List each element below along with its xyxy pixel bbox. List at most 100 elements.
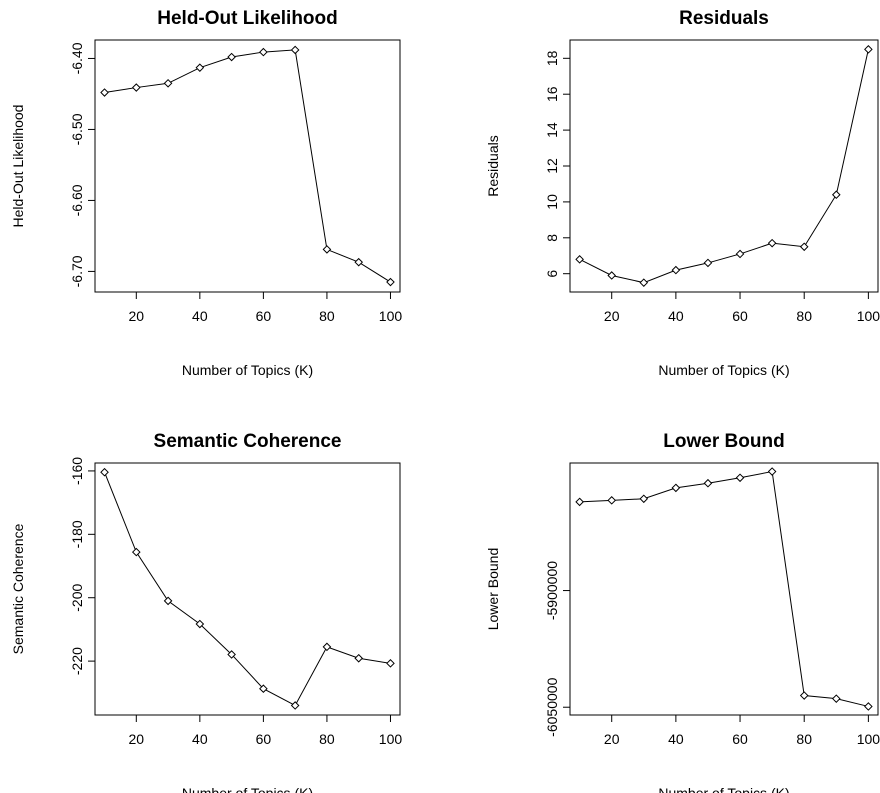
semantic-coherence-y-tick-label: -180 [69, 520, 85, 548]
residuals-data-point [607, 271, 617, 280]
residuals-y-tick-label: 6 [544, 270, 560, 278]
residuals-x-tick-label: 20 [604, 308, 620, 324]
semantic-coherence-data-point [386, 659, 395, 668]
held-out-likelihood-panel: Held-Out Likelihood 20 40 60 80 100 -6.40 -6.50… [10, 8, 402, 378]
semantic-coherence-plot-frame [94, 462, 401, 716]
held-out-likelihood-data-point [227, 52, 236, 62]
residuals-y-axis-label: Residuals [485, 135, 501, 196]
semantic-coherence-y-axis-label: Semantic Coherence [10, 523, 26, 654]
semantic-coherence-x-axis-label: Number of Topics (K) [182, 785, 313, 793]
lower-bound-x-tick-label: 60 [732, 731, 748, 747]
semantic-coherence-data-point [131, 547, 141, 557]
semantic-coherence-title: Semantic Coherence [154, 431, 342, 452]
residuals-x-tick-label: 60 [732, 308, 748, 324]
held-out-likelihood-x-axis-label: Number of Topics (K) [182, 362, 313, 378]
residuals-x-tick-label: 80 [796, 308, 812, 324]
residuals-y-tick-label: 18 [544, 50, 560, 66]
semantic-coherence-data-point [163, 596, 173, 606]
residuals-data-point [831, 190, 841, 200]
residuals-data-point [767, 238, 777, 248]
held-out-likelihood-x-tick-label: 80 [319, 308, 335, 324]
semantic-coherence-series-line [104, 472, 391, 707]
residuals-x-tick-label: 100 [857, 308, 880, 324]
lower-bound-data-point [799, 691, 809, 700]
held-out-likelihood-y-tick-label: -6.60 [69, 184, 85, 216]
held-out-likelihood-y-tick-label: -6.70 [69, 255, 85, 287]
residuals-y-tick-label: 10 [544, 194, 560, 210]
held-out-likelihood-data-point [290, 45, 300, 55]
residuals-y-tick-label: 12 [544, 158, 560, 174]
semantic-coherence-y-tick-label: -220 [69, 647, 85, 675]
lower-bound-x-tick-label: 80 [796, 731, 812, 747]
lower-bound-data-point [831, 694, 841, 703]
lower-bound-title: Lower Bound [663, 431, 784, 452]
held-out-likelihood-y-tick-label: -6.40 [69, 42, 85, 74]
lower-bound-data-point [639, 494, 649, 504]
lower-bound-data-point [703, 478, 713, 488]
held-out-likelihood-data-point [163, 78, 173, 88]
semantic-coherence-x-tick-label: 60 [256, 731, 272, 747]
lower-bound-data-point [671, 483, 681, 493]
held-out-likelihood-x-tick-label: 60 [256, 308, 272, 324]
semantic-coherence-y-tick-label: -200 [69, 583, 85, 611]
held-out-likelihood-x-tick-label: 40 [192, 308, 208, 324]
residuals-series-line [579, 49, 869, 284]
lower-bound-panel: Lower Bound 20 40 60 80 100 -5900000 -6050000 Nu… [485, 431, 880, 793]
lower-bound-data-point [767, 467, 777, 476]
semantic-coherence-data-point [322, 642, 332, 652]
lower-bound-x-tick-label: 40 [668, 731, 684, 747]
semantic-coherence-y-tick-label: -160 [69, 457, 85, 485]
residuals-y-tick-label: 14 [544, 122, 560, 138]
residuals-data-point [575, 255, 584, 264]
held-out-likelihood-data-point [322, 245, 332, 254]
held-out-likelihood-title: Held-Out Likelihood [157, 8, 338, 29]
residuals-y-tick-label: 8 [544, 234, 560, 242]
held-out-likelihood-x-tick-label: 20 [129, 308, 145, 324]
lower-bound-y-axis-label: Lower Bound [485, 548, 501, 631]
semantic-coherence-x-tick-label: 80 [319, 731, 335, 747]
semantic-coherence-x-tick-label: 100 [379, 731, 403, 747]
residuals-x-tick-label: 40 [668, 308, 684, 324]
held-out-likelihood-y-axis-label: Held-Out Likelihood [10, 105, 26, 228]
residuals-x-axis-label: Number of Topics (K) [658, 362, 789, 378]
residuals-data-point [671, 265, 681, 275]
semantic-coherence-data-point [100, 467, 109, 477]
semantic-coherence-data-point [354, 653, 364, 663]
residuals-data-point [735, 249, 745, 259]
held-out-likelihood-data-point [100, 88, 109, 97]
residuals-data-point [864, 45, 873, 54]
semantic-coherence-data-point [290, 701, 300, 710]
lower-bound-data-point [735, 473, 745, 483]
lower-bound-data-point [607, 496, 617, 505]
lower-bound-x-tick-label: 20 [604, 731, 620, 747]
lower-bound-y-tick-label: -5900000 [544, 561, 560, 620]
residuals-data-point [703, 258, 713, 268]
lower-bound-x-tick-label: 100 [857, 731, 880, 747]
held-out-likelihood-data-point [354, 257, 364, 267]
semantic-coherence-data-point [259, 684, 268, 693]
held-out-likelihood-series-line [104, 49, 391, 283]
held-out-likelihood-data-point [386, 277, 395, 287]
lower-bound-plot-frame [569, 462, 879, 716]
residuals-title: Residuals [679, 8, 769, 29]
semantic-coherence-panel: Semantic Coherence 20 40 60 80 100 -160 -180 -20… [10, 431, 402, 793]
held-out-likelihood-x-tick-label: 100 [379, 308, 403, 324]
held-out-likelihood-data-point [195, 63, 205, 72]
held-out-likelihood-y-tick-label: -6.50 [69, 113, 85, 145]
residuals-y-tick-label: 16 [544, 86, 560, 102]
residuals-panel: Residuals 20 40 60 80 100 6 8 10 12 14 16 18 Number o… [485, 8, 880, 378]
semantic-coherence-data-point [195, 619, 205, 629]
lower-bound-y-tick-label: -6050000 [544, 677, 560, 736]
lower-bound-x-axis-label: Number of Topics (K) [658, 785, 789, 793]
residuals-data-point [639, 278, 649, 287]
lower-bound-series-line [579, 470, 869, 707]
lower-bound-data-point [575, 497, 584, 507]
held-out-likelihood-plot-frame [94, 39, 401, 293]
semantic-coherence-data-point [227, 650, 236, 659]
held-out-likelihood-data-point [259, 47, 268, 57]
semantic-coherence-x-tick-label: 40 [192, 731, 208, 747]
residuals-plot-frame [569, 39, 879, 293]
lower-bound-data-point [864, 702, 873, 711]
residuals-data-point [799, 242, 809, 252]
